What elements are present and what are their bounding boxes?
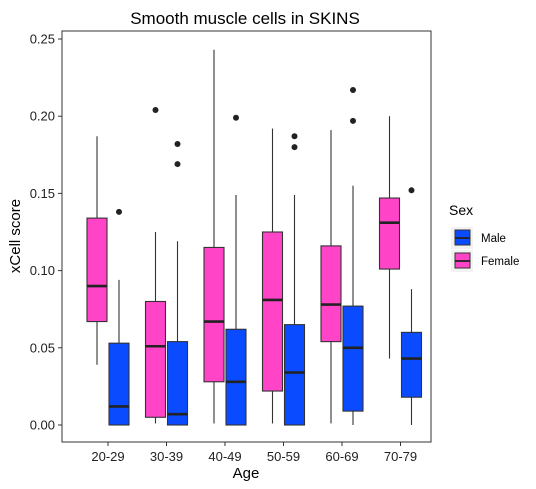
- y-tick-label: 0.10: [30, 263, 55, 278]
- y-tick-label: 0.05: [30, 340, 55, 355]
- box-iqr: [261, 231, 284, 392]
- outlier-point: [350, 117, 356, 124]
- y-tick-label: 0.15: [30, 186, 55, 201]
- box-iqr: [166, 341, 189, 426]
- box-female-30-39: [144, 107, 167, 424]
- box-iqr: [108, 342, 130, 426]
- x-tick-label: 50-59: [267, 449, 300, 464]
- box-iqr: [378, 197, 401, 270]
- outlier-point: [408, 187, 415, 194]
- outlier-point: [350, 86, 356, 93]
- x-axis: 20-29 30-39 40-49 50-59 60-69 70-79: [91, 442, 417, 464]
- box-iqr: [320, 245, 342, 343]
- legend-title: Sex: [449, 202, 473, 218]
- box-female-40-49: [203, 49, 225, 424]
- x-tick-label: 30-39: [150, 449, 183, 464]
- x-tick-label: 40-49: [208, 449, 241, 464]
- outlier-point: [174, 161, 181, 168]
- box-female-20-29: [86, 136, 108, 365]
- box-iqr: [203, 246, 225, 383]
- boxes: [86, 49, 423, 426]
- y-axis-title: xCell score: [7, 199, 24, 273]
- outlier-point: [233, 114, 239, 121]
- x-axis-title: Age: [233, 465, 260, 482]
- legend-item-female: Female: [451, 250, 519, 272]
- box-male-20-29: [108, 208, 130, 426]
- outlier-point: [174, 140, 181, 147]
- box-male-50-59: [283, 133, 306, 426]
- box-female-50-59: [261, 128, 284, 424]
- outlier-point: [116, 208, 122, 215]
- chart-title: Smooth muscle cells in SKINS: [130, 9, 360, 28]
- box-female-60-69: [320, 130, 342, 424]
- outlier-point: [291, 133, 298, 140]
- box-iqr: [144, 300, 167, 418]
- box-iqr: [225, 328, 247, 426]
- box-male-30-39: [166, 140, 189, 426]
- box-female-70-79: [378, 116, 401, 359]
- y-tick-label: 0.00: [30, 418, 55, 433]
- box-iqr: [342, 305, 364, 412]
- outlier-point: [152, 107, 159, 114]
- legend: Sex Male Female: [449, 202, 519, 272]
- box-iqr: [86, 217, 108, 323]
- y-axis: 0.00 0.05 0.10 0.15 0.20 0.25: [30, 32, 62, 433]
- box-male-40-49: [225, 114, 247, 426]
- outlier-point: [291, 144, 298, 151]
- legend-label: Female: [481, 256, 519, 268]
- box-iqr: [400, 331, 423, 398]
- x-tick-label: 60-69: [325, 449, 358, 464]
- y-tick-label: 0.25: [30, 32, 55, 47]
- x-tick-label: 70-79: [384, 449, 417, 464]
- legend-item-male: Male: [451, 227, 506, 249]
- box-iqr: [283, 324, 306, 426]
- legend-label: Male: [481, 233, 506, 245]
- box-male-70-79: [400, 187, 423, 425]
- x-tick-label: 20-29: [91, 449, 124, 464]
- box-male-60-69: [342, 86, 364, 425]
- y-tick-label: 0.20: [30, 109, 55, 124]
